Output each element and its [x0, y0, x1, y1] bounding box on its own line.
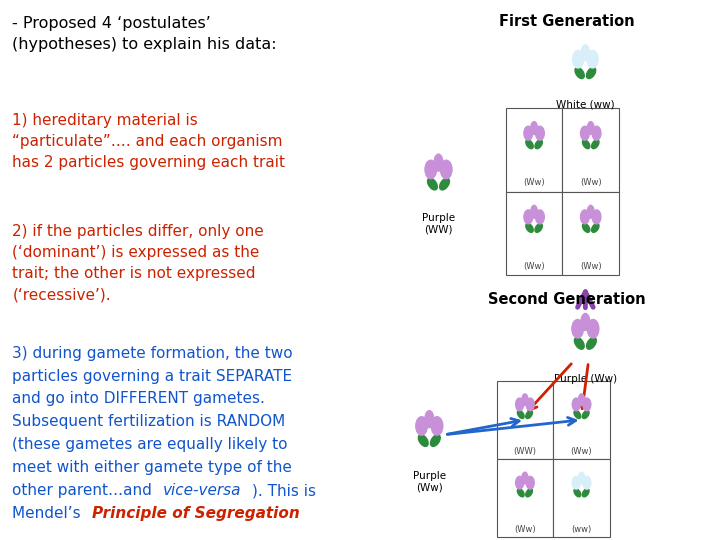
Text: Second Generation: Second Generation: [488, 292, 646, 307]
Ellipse shape: [441, 160, 452, 179]
Text: (Ww): (Ww): [523, 262, 545, 271]
Bar: [553, 381, 610, 459]
Text: particles governing a trait SEPARATE: particles governing a trait SEPARATE: [12, 368, 292, 383]
Ellipse shape: [575, 68, 584, 78]
Bar: [505, 108, 562, 192]
Bar: [553, 459, 610, 537]
Text: ). This is: ). This is: [252, 483, 315, 498]
Text: (WW): (WW): [513, 447, 536, 456]
Ellipse shape: [431, 417, 443, 435]
Text: White (ww): White (ww): [556, 100, 615, 110]
Ellipse shape: [581, 313, 590, 330]
Bar: [562, 108, 619, 192]
Ellipse shape: [580, 126, 589, 140]
Ellipse shape: [587, 338, 596, 349]
Text: vice-versa: vice-versa: [163, 483, 241, 498]
Ellipse shape: [431, 435, 440, 447]
Text: 2) if the particles differ, only one
(‘dominant’) is expressed as the
trait; the: 2) if the particles differ, only one (‘d…: [12, 224, 264, 302]
Ellipse shape: [516, 476, 523, 489]
Ellipse shape: [526, 224, 534, 232]
Ellipse shape: [425, 410, 433, 428]
Ellipse shape: [580, 210, 589, 224]
Ellipse shape: [575, 338, 584, 349]
Ellipse shape: [588, 51, 598, 68]
Text: Mendel’s: Mendel’s: [12, 506, 86, 521]
Ellipse shape: [592, 126, 601, 140]
Bar: [497, 459, 553, 537]
Text: 3) during gamete formation, the two: 3) during gamete formation, the two: [12, 346, 293, 361]
Ellipse shape: [583, 398, 591, 411]
Ellipse shape: [592, 140, 599, 149]
Text: and go into DIFFERENT gametes.: and go into DIFFERENT gametes.: [12, 392, 265, 407]
Ellipse shape: [588, 205, 594, 218]
Text: First Generation: First Generation: [499, 14, 635, 29]
Ellipse shape: [522, 394, 528, 406]
Ellipse shape: [416, 417, 428, 435]
Ellipse shape: [582, 224, 590, 232]
Ellipse shape: [526, 398, 534, 411]
Ellipse shape: [531, 205, 537, 218]
Ellipse shape: [434, 154, 443, 171]
Ellipse shape: [516, 398, 523, 411]
Bar: [562, 192, 619, 275]
Text: (Ww): (Ww): [514, 525, 536, 534]
Ellipse shape: [522, 472, 528, 484]
Ellipse shape: [574, 489, 581, 497]
Text: Purple
(WW): Purple (WW): [422, 213, 455, 235]
Text: (Ww): (Ww): [571, 447, 593, 456]
Ellipse shape: [572, 320, 583, 338]
Ellipse shape: [574, 410, 581, 418]
Ellipse shape: [531, 122, 537, 134]
Ellipse shape: [588, 122, 594, 134]
Ellipse shape: [578, 472, 585, 484]
Text: other parent…and: other parent…and: [12, 483, 157, 498]
Ellipse shape: [588, 320, 599, 338]
Ellipse shape: [582, 489, 589, 497]
Text: 1) hereditary material is
“particulate”…. and each organism
has 2 particles gove: 1) hereditary material is “particulate”……: [12, 113, 285, 171]
Ellipse shape: [418, 435, 428, 447]
Ellipse shape: [572, 51, 583, 68]
Ellipse shape: [518, 489, 524, 497]
Text: (Ww): (Ww): [580, 262, 601, 271]
Ellipse shape: [425, 160, 436, 179]
Ellipse shape: [518, 410, 524, 418]
Text: (Ww): (Ww): [523, 178, 545, 187]
Ellipse shape: [524, 126, 533, 140]
Ellipse shape: [526, 140, 534, 149]
Ellipse shape: [526, 476, 534, 489]
Ellipse shape: [582, 140, 590, 149]
Text: - Proposed 4 ‘postulates’
(hypotheses) to explain his data:: - Proposed 4 ‘postulates’ (hypotheses) t…: [12, 16, 277, 52]
Text: Subsequent fertilization is RANDOM: Subsequent fertilization is RANDOM: [12, 414, 286, 429]
Ellipse shape: [582, 410, 589, 418]
Ellipse shape: [592, 210, 601, 224]
Ellipse shape: [535, 224, 542, 232]
Ellipse shape: [581, 45, 590, 61]
Ellipse shape: [526, 410, 533, 418]
Ellipse shape: [578, 394, 585, 406]
Bar: [505, 192, 562, 275]
Ellipse shape: [526, 489, 533, 497]
Text: (these gametes are equally likely to: (these gametes are equally likely to: [12, 437, 288, 453]
Ellipse shape: [536, 210, 544, 224]
Text: Purple
(Ww): Purple (Ww): [413, 471, 446, 492]
Bar: [497, 381, 553, 459]
Ellipse shape: [428, 178, 437, 190]
Text: Purple (Ww): Purple (Ww): [554, 374, 617, 384]
Text: (ww): (ww): [572, 525, 592, 534]
Ellipse shape: [587, 68, 595, 78]
Ellipse shape: [535, 140, 542, 149]
Ellipse shape: [536, 126, 544, 140]
Text: Principle of Segregation: Principle of Segregation: [92, 506, 300, 521]
Ellipse shape: [583, 476, 591, 489]
Ellipse shape: [592, 224, 599, 232]
Ellipse shape: [524, 210, 533, 224]
Text: meet with either gamete type of the: meet with either gamete type of the: [12, 460, 292, 475]
Text: (Ww): (Ww): [580, 178, 601, 187]
Ellipse shape: [572, 398, 580, 411]
Ellipse shape: [572, 476, 580, 489]
Ellipse shape: [440, 178, 449, 190]
